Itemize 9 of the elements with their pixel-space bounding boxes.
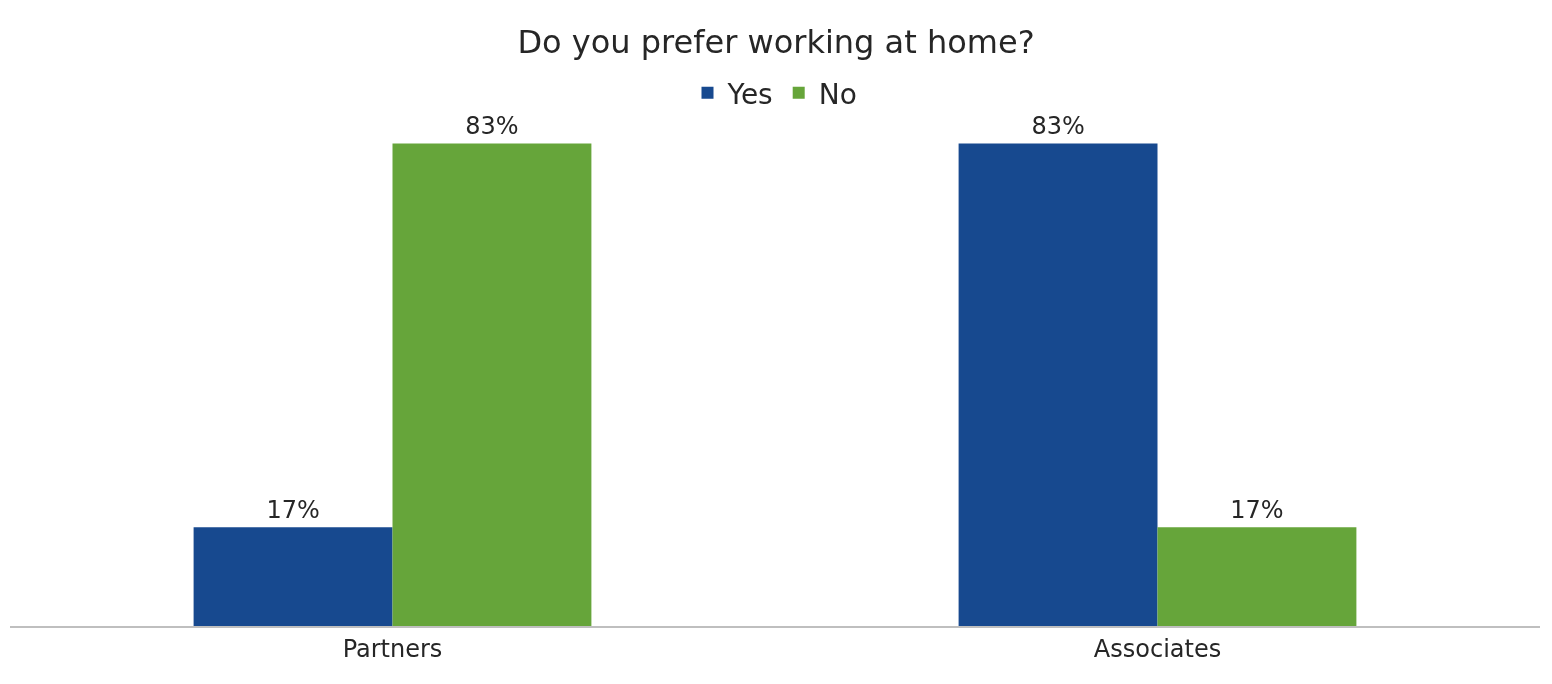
legend-label: Yes xyxy=(726,77,773,111)
x-tick-label: Associates xyxy=(1093,634,1222,663)
legend-label: No xyxy=(818,77,857,111)
x-tick-label: Partners xyxy=(342,634,443,663)
data-label: 83% xyxy=(465,112,519,141)
data-label: 83% xyxy=(1031,112,1085,141)
data-label: 17% xyxy=(1230,496,1284,525)
data-label: 17% xyxy=(266,496,320,525)
chart-title: Do you prefer working at home? xyxy=(517,23,1035,62)
